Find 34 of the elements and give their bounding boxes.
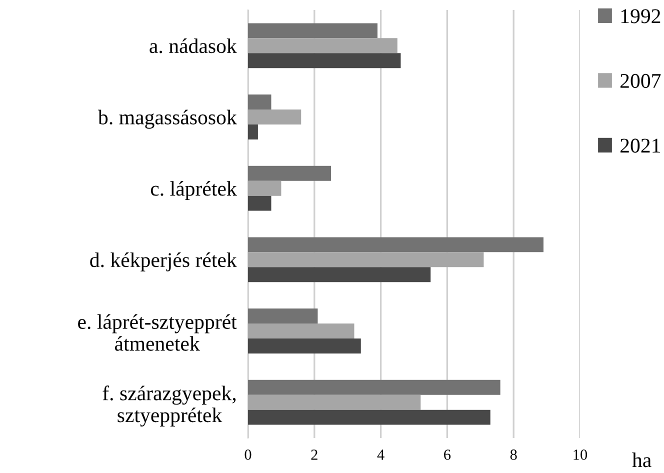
x-tick-label: 0 bbox=[244, 450, 252, 460]
y-tick-label: b. magassásosok bbox=[98, 110, 237, 129]
bar bbox=[248, 394, 421, 410]
bar bbox=[248, 110, 302, 124]
bar bbox=[248, 53, 401, 68]
bar bbox=[248, 410, 490, 425]
bar bbox=[248, 252, 484, 268]
y-tick-label: a. nádasok bbox=[150, 38, 237, 54]
bar bbox=[248, 324, 354, 338]
bar bbox=[248, 237, 544, 252]
bar bbox=[248, 166, 331, 181]
x-tick-label: 6 bbox=[444, 450, 451, 460]
y-tick-label: d. kékperjés rétek bbox=[90, 252, 237, 272]
bar bbox=[248, 338, 361, 354]
bar bbox=[248, 38, 398, 54]
bar bbox=[248, 380, 500, 395]
bar bbox=[248, 267, 431, 282]
bar bbox=[248, 124, 258, 140]
x-tick-label: 4 bbox=[377, 450, 384, 460]
y-tick-label: f. szárazgyepek, sztyepprétek bbox=[102, 386, 236, 427]
bar bbox=[248, 180, 282, 196]
legend-label: 1992 bbox=[621, 9, 660, 24]
bar bbox=[248, 196, 272, 211]
bar bbox=[248, 308, 318, 324]
legend-label: 2021 bbox=[620, 138, 660, 153]
legend-label: 2007 bbox=[620, 74, 661, 88]
x-tick-label: 2 bbox=[311, 450, 318, 460]
y-tick-label: e. láprét-sztyepprét átmenetek bbox=[78, 314, 237, 351]
y-tick-label: c. láprétek bbox=[150, 181, 237, 200]
bar bbox=[248, 23, 378, 38]
bar bbox=[248, 94, 272, 110]
x-tick-label: 8 bbox=[510, 450, 517, 460]
x-axis-title: ha bbox=[632, 452, 652, 468]
x-tick-label: 10 bbox=[574, 450, 588, 460]
